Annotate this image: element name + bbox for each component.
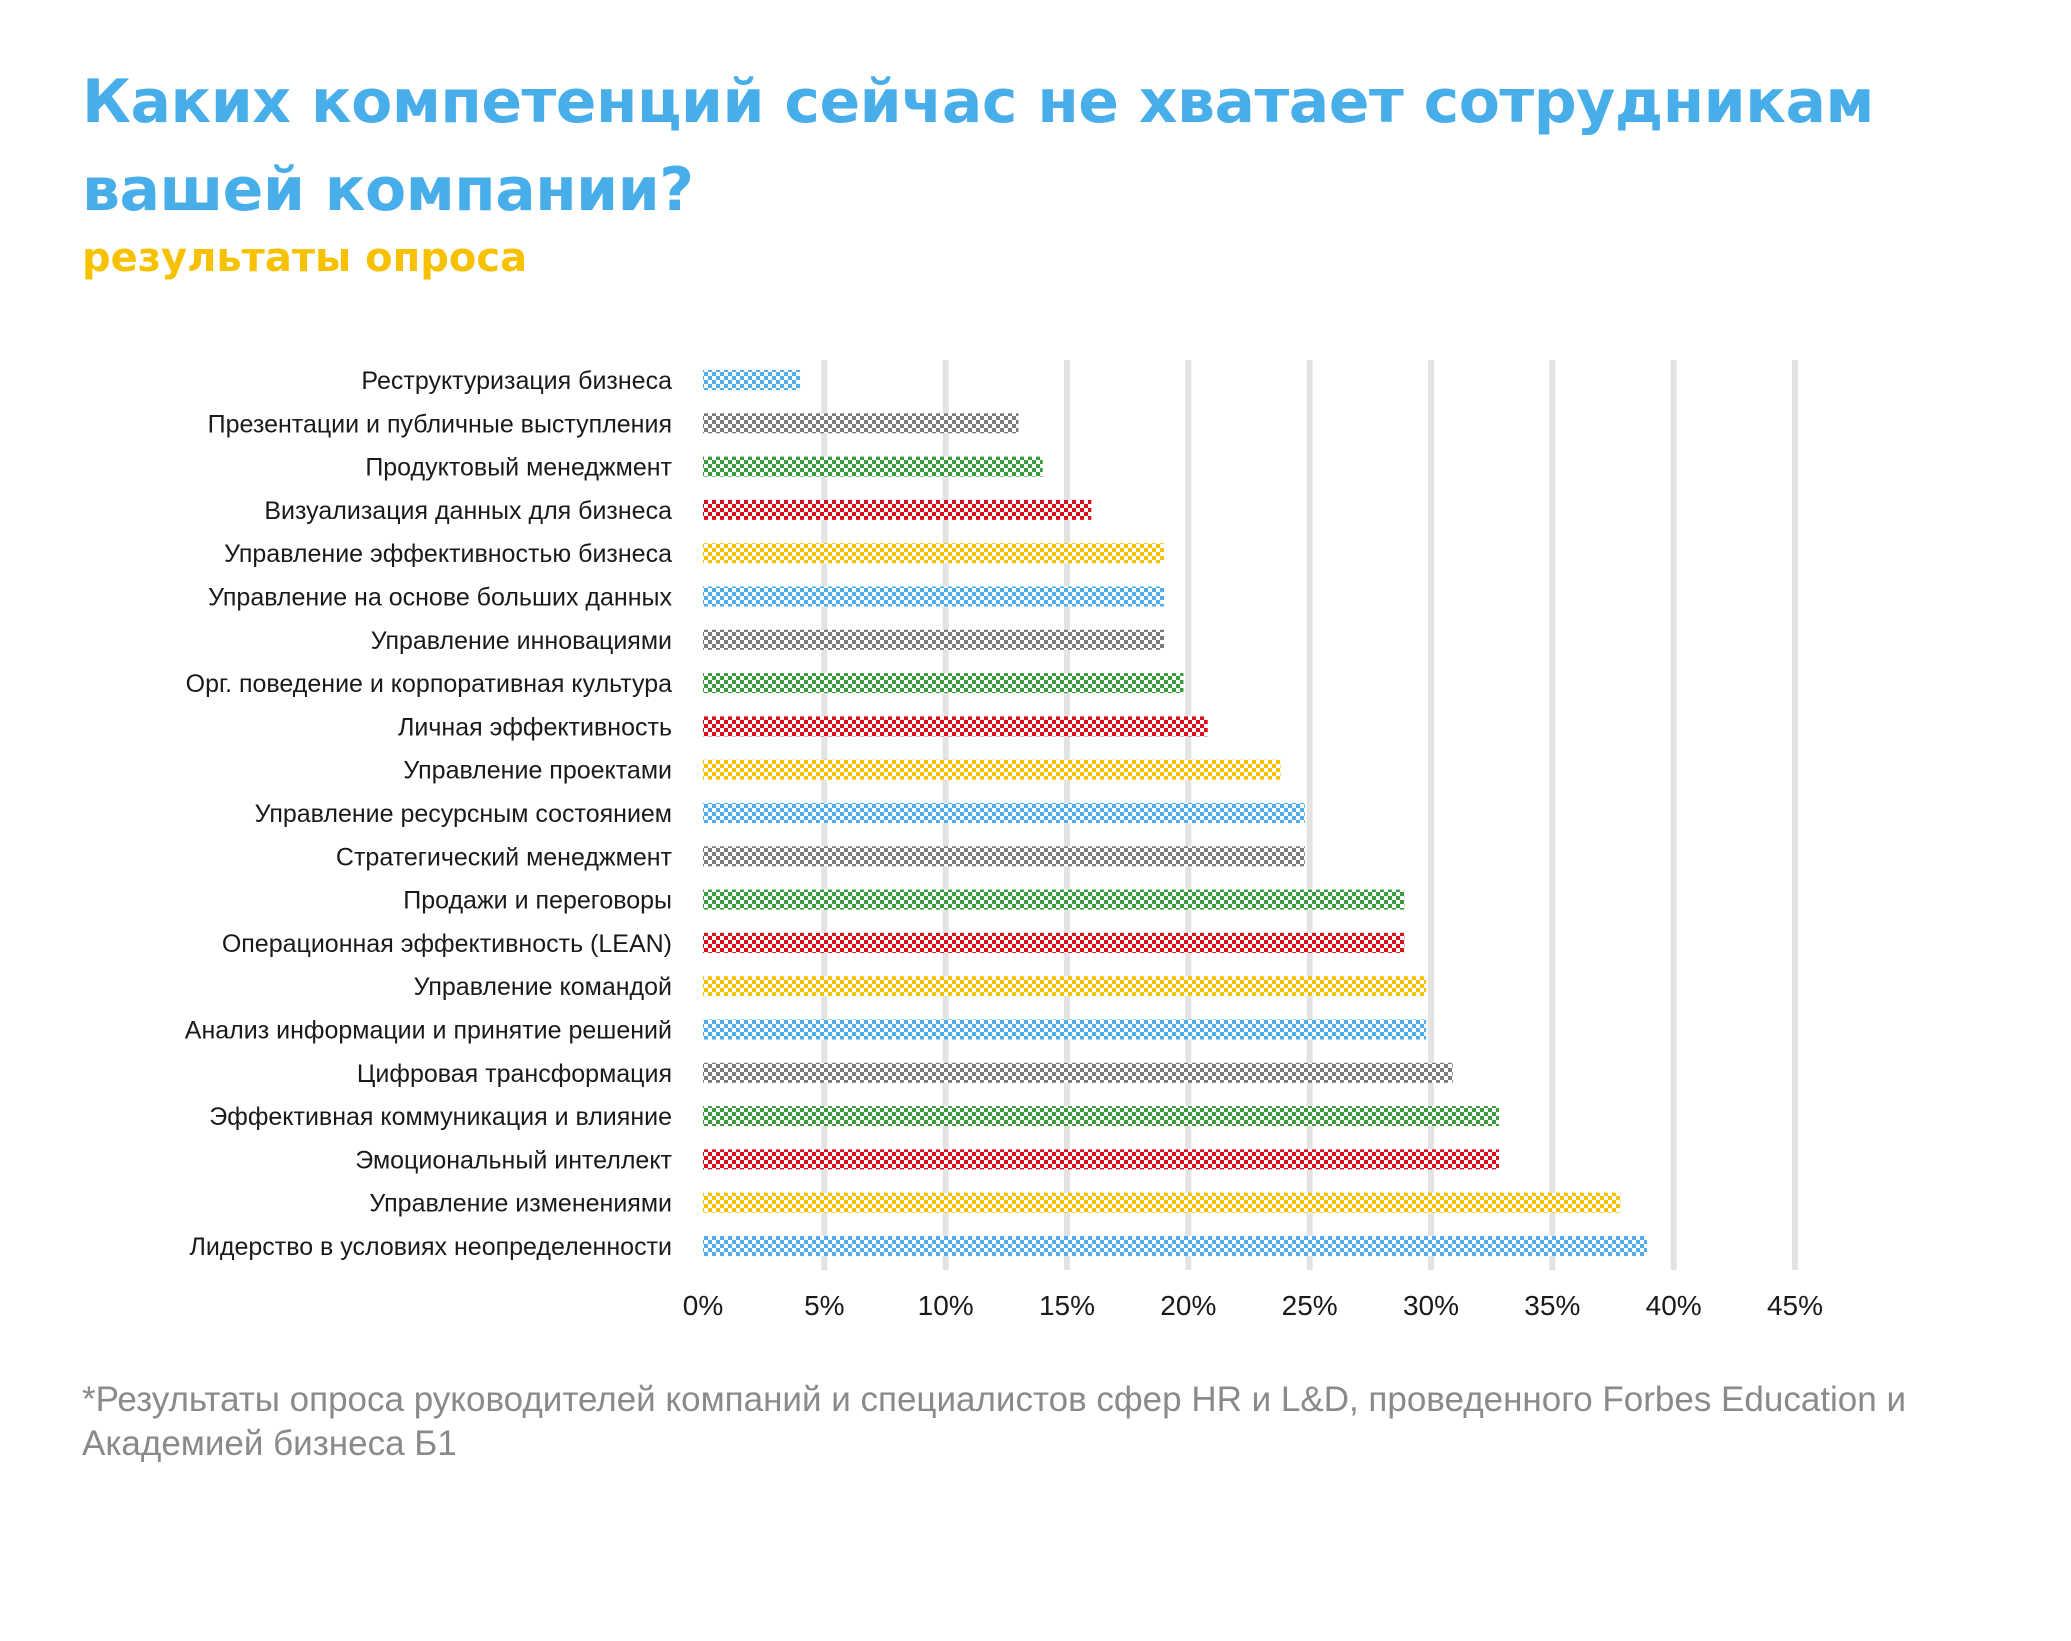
bar bbox=[703, 759, 1281, 780]
x-tick-label: 20% bbox=[1160, 1290, 1216, 1321]
x-tick-label: 45% bbox=[1767, 1290, 1823, 1321]
bar bbox=[703, 1149, 1499, 1170]
x-tick-label: 5% bbox=[804, 1290, 844, 1321]
x-tick-label: 0% bbox=[683, 1290, 723, 1321]
category-label: Продуктовый менеджмент bbox=[365, 454, 672, 482]
x-tick-label: 15% bbox=[1039, 1290, 1095, 1321]
category-label: Управление ресурсным состоянием bbox=[255, 800, 672, 828]
bar-chart: Реструктуризация бизнеса Презентации и пу… bbox=[185, 360, 1823, 1321]
category-label: Операционная эффективность (LEAN) bbox=[222, 930, 672, 958]
bar bbox=[703, 673, 1184, 694]
bar bbox=[703, 629, 1165, 650]
bar bbox=[703, 586, 1165, 607]
x-tick-label: 30% bbox=[1403, 1290, 1459, 1321]
page-title: Каких компетенций сейчас не хватает сотр… bbox=[82, 67, 1874, 225]
category-label: Управление проектами bbox=[403, 757, 672, 785]
x-tick-label: 10% bbox=[918, 1290, 974, 1321]
footnote: *Результаты опроса руководителей компани… bbox=[82, 1380, 1906, 1463]
category-label: Анализ информации и принятие решений bbox=[185, 1017, 672, 1045]
category-label: Реструктуризация бизнеса bbox=[361, 367, 672, 395]
category-label: Орг. поведение и корпоративная культура bbox=[186, 670, 672, 698]
x-axis-ticks: 0% 5% 10% 15% 20% 25% 30% 35% 40% 45% bbox=[683, 1290, 1823, 1321]
bar bbox=[703, 370, 801, 390]
category-label: Управление на основе больших данных bbox=[208, 584, 672, 612]
bar bbox=[703, 413, 1019, 434]
category-label: Лидерство в условиях неопределенности bbox=[189, 1233, 672, 1261]
bar bbox=[703, 846, 1305, 867]
bar bbox=[703, 543, 1165, 564]
bar bbox=[703, 1236, 1647, 1256]
category-label: Личная эффективность bbox=[398, 713, 672, 741]
bar bbox=[703, 456, 1043, 477]
category-label: Презентации и публичные выступления bbox=[208, 410, 672, 438]
bar bbox=[703, 716, 1208, 737]
x-tick-label: 25% bbox=[1282, 1290, 1338, 1321]
category-label: Продажи и переговоры bbox=[403, 887, 672, 915]
bar bbox=[703, 1106, 1499, 1127]
category-label: Управление эффективностью бизнеса bbox=[224, 540, 672, 568]
x-tick-label: 35% bbox=[1524, 1290, 1580, 1321]
category-label: Стратегический менеджмент bbox=[336, 843, 673, 871]
category-label: Управление изменениями bbox=[369, 1190, 672, 1218]
category-labels: Реструктуризация бизнеса Презентации и пу… bbox=[185, 367, 673, 1261]
category-label: Управление командой bbox=[414, 973, 672, 1001]
category-label: Управление инновациями bbox=[371, 627, 672, 655]
x-tick-label: 40% bbox=[1646, 1290, 1702, 1321]
category-label: Цифровая трансформация bbox=[357, 1060, 672, 1088]
category-label: Визуализация данных для бизнеса bbox=[264, 497, 672, 525]
category-label: Эмоциональный интеллект bbox=[355, 1146, 672, 1174]
bar bbox=[703, 1062, 1453, 1083]
bar bbox=[703, 1019, 1427, 1040]
bar bbox=[703, 889, 1405, 910]
bars bbox=[703, 370, 1647, 1256]
bar bbox=[703, 1192, 1621, 1213]
page-subtitle: результаты опроса bbox=[82, 235, 528, 281]
bar bbox=[703, 976, 1427, 997]
bar bbox=[703, 932, 1405, 953]
bar bbox=[703, 499, 1092, 520]
category-label: Эффективная коммуникация и влияние bbox=[209, 1103, 672, 1131]
bar bbox=[703, 803, 1305, 823]
